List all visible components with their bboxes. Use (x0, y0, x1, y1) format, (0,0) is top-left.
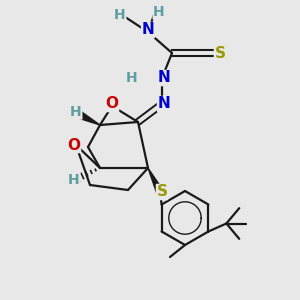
Text: O: O (68, 137, 80, 152)
Text: N: N (158, 70, 170, 86)
Text: H: H (126, 71, 138, 85)
Text: O: O (106, 97, 118, 112)
Text: S: S (157, 184, 167, 200)
Text: H: H (68, 173, 80, 187)
Polygon shape (148, 168, 163, 194)
Polygon shape (78, 112, 100, 125)
Text: S: S (214, 46, 226, 61)
Text: N: N (142, 22, 154, 38)
Text: H: H (114, 8, 126, 22)
Text: H: H (153, 5, 165, 19)
Text: H: H (70, 105, 82, 119)
Text: N: N (158, 97, 170, 112)
